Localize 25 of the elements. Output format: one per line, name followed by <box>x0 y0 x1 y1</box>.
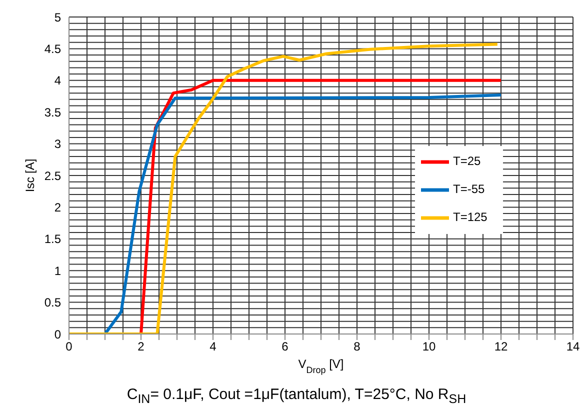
y-tick-label: 0.5 <box>44 296 62 310</box>
x-tick-label: 2 <box>138 340 145 354</box>
x-tick-label: 0 <box>66 340 73 354</box>
y-tick-label: 1.5 <box>44 232 62 246</box>
y-tick-label: 4.5 <box>44 42 62 56</box>
text: C$_{IN}$= 0.1μF, Cout =1μF(tantalum), T=25°C, No R$_{SH}$ <box>126 386 468 406</box>
x-tick-label: 8 <box>354 340 361 354</box>
x-tick-label: 14 <box>566 340 580 354</box>
y-tick-label: 2.5 <box>44 168 62 183</box>
y-tick-label: 3.5 <box>44 105 62 120</box>
legend-label: T=25 <box>453 154 481 168</box>
y-tick-label: 3 <box>54 137 62 152</box>
y-tick-label: 2 <box>54 200 62 214</box>
x-tick-label: 12 <box>494 340 508 354</box>
x-axis-title: V$_{Drop}$ [V] <box>298 357 344 375</box>
y-axis-title: Isc [A] <box>23 158 37 192</box>
legend-label: T=125 <box>453 210 488 224</box>
y-tick-label: 0 <box>54 327 62 342</box>
legend-label: T=-55 <box>453 182 485 196</box>
x-tick-label: 6 <box>282 340 289 354</box>
x-tick-label: 10 <box>422 340 436 354</box>
y-tick-label: 4 <box>54 74 62 88</box>
y-tick-label: 5 <box>54 10 62 24</box>
y-tick-label: 1 <box>54 264 62 278</box>
x-tick-label: 4 <box>210 340 217 354</box>
